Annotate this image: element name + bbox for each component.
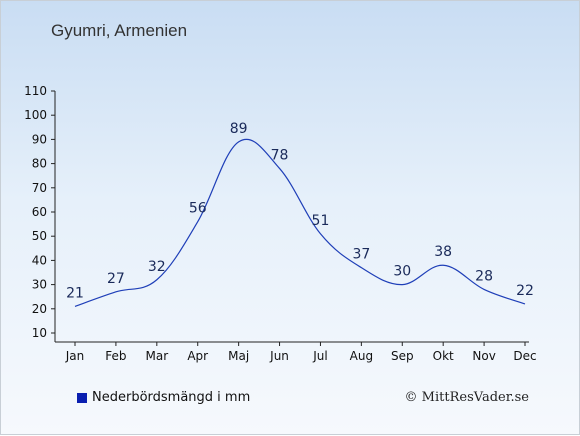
y-tick-label: 60 [32, 205, 47, 219]
data-label: 51 [312, 213, 330, 229]
y-tick-label: 10 [32, 326, 47, 340]
precipitation-line [74, 138, 526, 307]
x-tick-label: Sep [391, 349, 414, 363]
copyright-notice: © MittResVader.se [404, 390, 529, 405]
data-label: 21 [66, 285, 84, 301]
y-tick-label: 20 [32, 302, 47, 316]
data-label: 38 [434, 244, 452, 260]
x-tick-label: Aug [350, 349, 373, 363]
legend-swatch [77, 392, 87, 403]
x-tick-label: Dec [513, 349, 536, 363]
y-tick-label: 30 [32, 278, 47, 292]
chart-title: Gyumri, Armenien [51, 21, 188, 40]
x-tick-label: Jan [65, 349, 85, 363]
data-label: 56 [189, 201, 207, 217]
data-label: 30 [393, 264, 411, 280]
data-label: 89 [230, 121, 248, 137]
y-tick-label: 110 [24, 84, 47, 98]
x-tick-label: Mar [145, 349, 168, 363]
data-label: 22 [516, 283, 534, 299]
legend: Nederbördsmängd i mm [77, 390, 250, 405]
data-label: 37 [352, 247, 370, 263]
data-label: 78 [271, 147, 289, 163]
data-label: 28 [475, 268, 493, 284]
y-tick-label: 50 [32, 229, 47, 243]
y-tick-label: 90 [32, 132, 47, 146]
y-tick-label: 100 [24, 108, 47, 122]
x-tick-label: Apr [187, 349, 208, 363]
y-tick-label: 80 [32, 157, 47, 171]
y-tick-label: 70 [32, 181, 47, 195]
data-label: 32 [148, 259, 166, 275]
x-tick-label: Jun [269, 349, 289, 363]
x-tick-label: Maj [228, 349, 249, 363]
legend-label: Nederbördsmängd i mm [92, 390, 251, 405]
x-tick-label: Okt [433, 349, 454, 363]
x-tick-label: Jul [312, 349, 327, 363]
y-tick-label: 40 [32, 253, 47, 267]
x-tick-label: Feb [105, 349, 126, 363]
data-label: 27 [107, 271, 125, 287]
x-tick-label: Nov [472, 349, 495, 363]
